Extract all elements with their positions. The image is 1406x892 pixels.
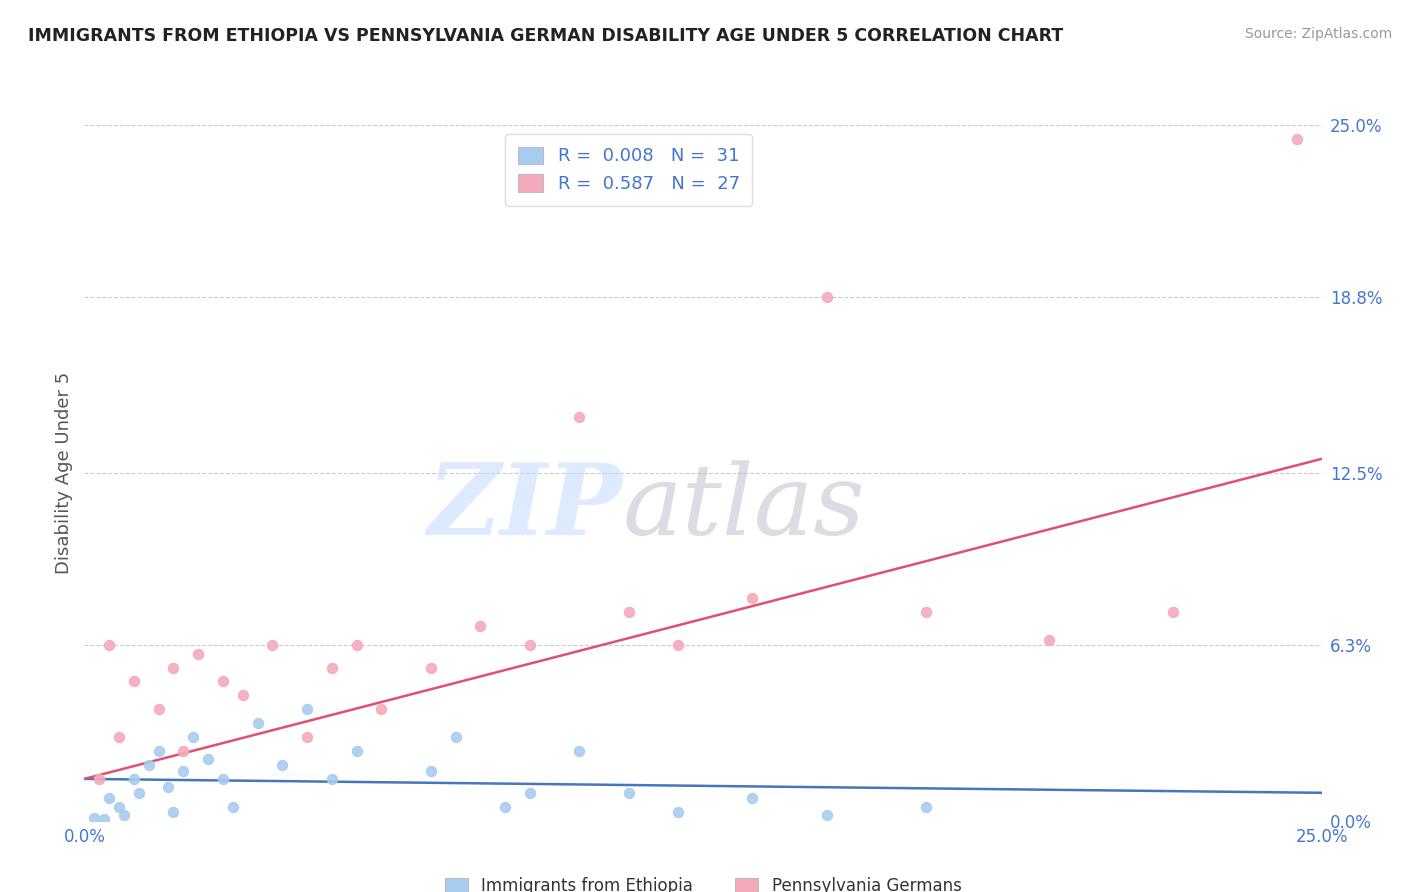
Point xyxy=(108,799,131,814)
Point xyxy=(187,647,209,661)
Point xyxy=(666,638,689,652)
Point xyxy=(98,638,121,652)
Point xyxy=(262,638,284,652)
Point xyxy=(295,702,318,716)
Point xyxy=(108,730,131,744)
Point xyxy=(321,660,343,674)
Point xyxy=(419,764,441,778)
Point xyxy=(212,772,235,786)
Point xyxy=(321,772,343,786)
Point xyxy=(93,812,115,826)
Point xyxy=(162,805,184,820)
Point xyxy=(494,799,516,814)
Point xyxy=(617,605,640,619)
Y-axis label: Disability Age Under 5: Disability Age Under 5 xyxy=(55,372,73,574)
Point xyxy=(519,638,541,652)
Point xyxy=(157,780,180,795)
Point xyxy=(295,730,318,744)
Point xyxy=(444,730,467,744)
Point xyxy=(419,660,441,674)
Point xyxy=(98,791,121,805)
Point xyxy=(181,730,204,744)
Point xyxy=(89,772,111,786)
Point xyxy=(815,290,838,304)
Point xyxy=(914,605,936,619)
Point xyxy=(246,716,269,731)
Point xyxy=(470,619,492,633)
Point xyxy=(148,744,170,758)
Point xyxy=(741,591,763,605)
Point xyxy=(1038,632,1060,647)
Point xyxy=(1161,605,1184,619)
Point xyxy=(666,805,689,820)
Point xyxy=(162,660,184,674)
Point xyxy=(232,689,254,703)
Point xyxy=(83,811,105,825)
Text: atlas: atlas xyxy=(623,460,865,555)
Point xyxy=(222,799,245,814)
Point xyxy=(197,752,219,766)
Point xyxy=(617,786,640,800)
Point xyxy=(212,674,235,689)
Text: IMMIGRANTS FROM ETHIOPIA VS PENNSYLVANIA GERMAN DISABILITY AGE UNDER 5 CORRELATI: IMMIGRANTS FROM ETHIOPIA VS PENNSYLVANIA… xyxy=(28,27,1063,45)
Point xyxy=(519,786,541,800)
Point xyxy=(138,758,160,772)
Point xyxy=(148,702,170,716)
Point xyxy=(815,808,838,822)
Point xyxy=(271,758,294,772)
Point xyxy=(122,772,145,786)
Point xyxy=(914,799,936,814)
Point xyxy=(122,674,145,689)
Text: Source: ZipAtlas.com: Source: ZipAtlas.com xyxy=(1244,27,1392,41)
Point xyxy=(112,808,135,822)
Legend: Immigrants from Ethiopia, Pennsylvania Germans: Immigrants from Ethiopia, Pennsylvania G… xyxy=(437,871,969,892)
Point xyxy=(741,791,763,805)
Point xyxy=(346,744,368,758)
Point xyxy=(172,764,194,778)
Point xyxy=(1285,132,1308,146)
Point xyxy=(172,744,194,758)
Point xyxy=(128,786,150,800)
Point xyxy=(568,410,591,425)
Point xyxy=(346,638,368,652)
Text: ZIP: ZIP xyxy=(427,459,623,556)
Point xyxy=(370,702,392,716)
Point xyxy=(568,744,591,758)
